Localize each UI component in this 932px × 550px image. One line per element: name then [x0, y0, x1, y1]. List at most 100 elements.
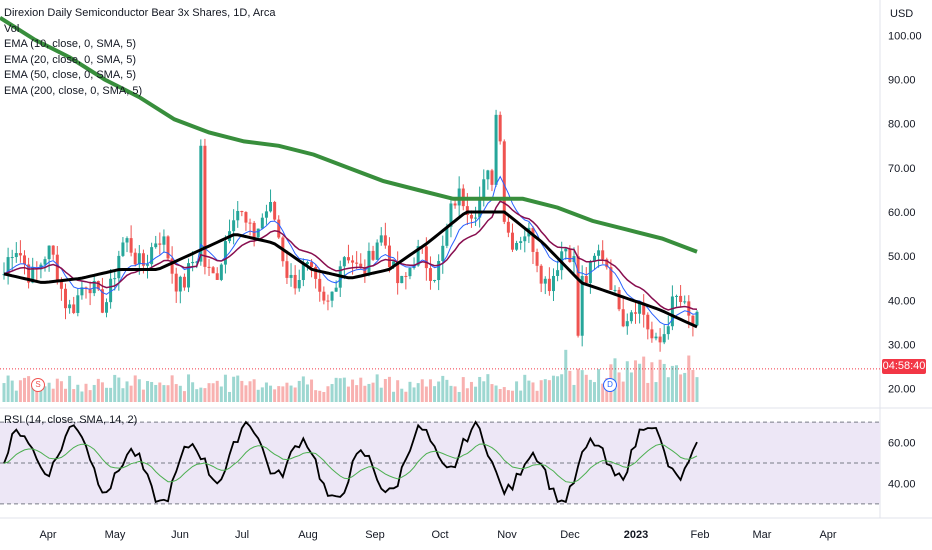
candle-body	[305, 262, 309, 265]
volume-bar	[502, 387, 506, 402]
candle-body	[679, 295, 683, 303]
time-tick-label: May	[105, 529, 126, 541]
volume-bar	[264, 382, 268, 402]
candle-body	[285, 261, 289, 278]
candle-body	[182, 276, 186, 288]
volume-bar	[236, 375, 240, 402]
volume-bar	[572, 384, 576, 402]
volume-bar	[326, 386, 330, 402]
symbol-title[interactable]: Direxion Daily Semiconductor Bear 3x Sha…	[4, 7, 276, 19]
study-ema200[interactable]: EMA (200, close, 0, SMA, 5)	[4, 84, 143, 97]
candle-body	[203, 145, 207, 267]
axes: 20.00 30.00 40.00 50.00 60.00 70.00 80.00 90.00…	[39, 30, 921, 541]
volume-bar	[137, 379, 141, 402]
candle-body	[441, 245, 445, 261]
volume-bar	[322, 391, 326, 402]
volume-bar	[351, 379, 355, 402]
study-ema20[interactable]: EMA (20, close, 0, SMA, 5)	[4, 53, 137, 66]
volume-bar	[113, 374, 117, 402]
volume-bar	[670, 365, 674, 402]
volume-bar	[387, 376, 391, 402]
volume-bar	[674, 365, 678, 402]
candle-body	[383, 235, 387, 246]
volume-bar	[195, 389, 199, 402]
volume-bar	[277, 386, 281, 402]
volume-bar	[457, 391, 461, 402]
volume-bar	[523, 374, 527, 402]
volume-bar	[359, 377, 363, 402]
volume-bar	[695, 377, 699, 402]
volume-bar	[31, 385, 35, 402]
volume-bar	[592, 382, 596, 402]
candle-body	[654, 336, 658, 339]
candle-body	[100, 289, 104, 313]
volume-bar	[285, 382, 289, 402]
candle-body	[187, 263, 191, 288]
candle-body	[113, 278, 117, 280]
time-tick-label: Nov	[497, 529, 517, 541]
volume-bar	[629, 372, 633, 402]
candle-body	[264, 211, 268, 218]
volume-bar	[260, 387, 264, 402]
volume-bar	[72, 389, 76, 402]
candle-body	[191, 261, 195, 264]
candle-body	[162, 236, 166, 245]
volume-bar	[576, 368, 580, 402]
candle-body	[141, 253, 145, 266]
candle-body	[424, 246, 428, 269]
candle-body	[428, 268, 432, 281]
candle-body	[691, 315, 695, 326]
volume-bar	[510, 390, 514, 402]
volume-bar	[469, 381, 473, 402]
volume-bar	[64, 388, 68, 402]
volume-bar	[211, 383, 215, 402]
price-tick-label: 60.00	[888, 207, 916, 219]
candle-body	[76, 295, 80, 313]
candle-body	[670, 296, 674, 327]
volume-bar	[396, 380, 400, 402]
candle-body	[277, 219, 281, 238]
candle-body	[453, 203, 457, 206]
vol-study[interactable]: Vol	[4, 22, 20, 35]
volume-bar	[47, 382, 51, 402]
volume-bar	[166, 385, 170, 402]
candle-body	[351, 260, 355, 263]
volume-bar	[404, 391, 408, 402]
rsi-legend[interactable]: RSI (14, close, SMA, 14, 2)	[4, 414, 138, 426]
volume-bar	[338, 378, 342, 402]
volume-bar	[535, 390, 539, 402]
time-tick-label: Mar	[753, 529, 772, 541]
volume-bar	[187, 374, 191, 402]
candle-body	[601, 250, 605, 260]
split-marker[interactable]: S	[31, 378, 45, 392]
candle-body	[6, 257, 10, 275]
ema20-line	[3, 200, 698, 311]
candle-body	[170, 258, 174, 274]
candle-body	[687, 301, 691, 316]
candle-body	[539, 265, 543, 284]
volume-bar	[117, 377, 121, 402]
candle-body	[523, 236, 527, 242]
candle-body	[64, 288, 68, 309]
study-ema10[interactable]: EMA (10, close, 0, SMA, 5)	[4, 38, 137, 50]
volume-bar	[146, 381, 150, 402]
candle-body	[326, 300, 330, 302]
volume-bar	[556, 376, 560, 402]
candle-body	[400, 275, 404, 284]
dividend-marker[interactable]: D	[603, 378, 617, 392]
rsi-line	[3, 420, 698, 504]
volume-bar	[178, 385, 182, 402]
volume-bar	[400, 388, 404, 402]
candle-body	[207, 266, 211, 268]
time-tick-label: Feb	[691, 529, 710, 541]
study-ema50[interactable]: EMA (50, close, 0, SMA, 5)	[4, 69, 137, 81]
time-tick-label: Jun	[171, 529, 189, 541]
candle-body	[232, 220, 236, 232]
volume-bar	[252, 379, 256, 402]
volume-bar	[240, 380, 244, 402]
volume-bar	[346, 386, 350, 402]
candle-body	[80, 287, 84, 296]
candle-body	[199, 145, 203, 262]
ema-lines	[0, 16, 698, 329]
